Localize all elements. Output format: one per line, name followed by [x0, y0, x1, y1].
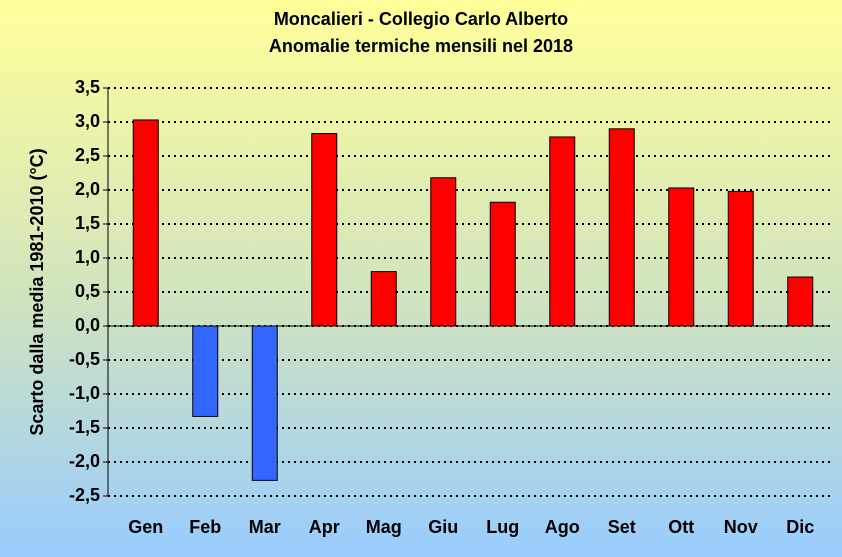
bar	[251, 325, 278, 481]
x-tick-label: Set	[608, 517, 636, 537]
bar	[608, 128, 635, 327]
x-tick-label: Dic	[786, 517, 814, 537]
x-tick-label: Nov	[724, 517, 758, 537]
bar	[668, 187, 695, 327]
bar	[370, 271, 397, 327]
x-tick-label: Feb	[189, 517, 221, 537]
x-tick-label: Apr	[309, 517, 340, 537]
y-tick-label: 2,0	[75, 179, 100, 199]
bar	[727, 190, 754, 327]
x-tick-label: Ago	[545, 517, 580, 537]
chart-subtitle: Anomalie termiche mensili nel 2018	[269, 36, 573, 56]
y-tick-label: 1,0	[75, 247, 100, 267]
y-tick-label: -0,5	[69, 349, 100, 369]
bar	[489, 201, 516, 327]
x-tick-label: Gen	[128, 517, 163, 537]
y-tick-label: 3,5	[75, 77, 100, 97]
bar	[549, 136, 576, 327]
x-tick-label: Mar	[249, 517, 281, 537]
x-tick-label: Lug	[486, 517, 519, 537]
y-tick-label: -1,5	[69, 417, 100, 437]
bar	[311, 133, 338, 327]
y-tick-label: 2,5	[75, 145, 100, 165]
bar	[192, 325, 219, 417]
bar	[787, 276, 814, 327]
chart-title: Moncalieri - Collegio Carlo Alberto	[274, 9, 568, 29]
y-tick-label: -1,0	[69, 383, 100, 403]
y-tick-label: 0,0	[75, 315, 100, 335]
y-tick-label: -2,5	[69, 485, 100, 505]
y-tick-label: 3,0	[75, 111, 100, 131]
x-tick-label: Ott	[668, 517, 694, 537]
y-tick-label: 1,5	[75, 213, 100, 233]
x-tick-label: Mag	[366, 517, 402, 537]
bar	[132, 119, 159, 327]
y-tick-label: 0,5	[75, 281, 100, 301]
x-tick-label: Giu	[428, 517, 458, 537]
y-tick-label: -2,0	[69, 451, 100, 471]
bar	[430, 177, 457, 327]
y-axis-label: Scarto dalla media 1981-2010 (°C)	[27, 148, 47, 435]
